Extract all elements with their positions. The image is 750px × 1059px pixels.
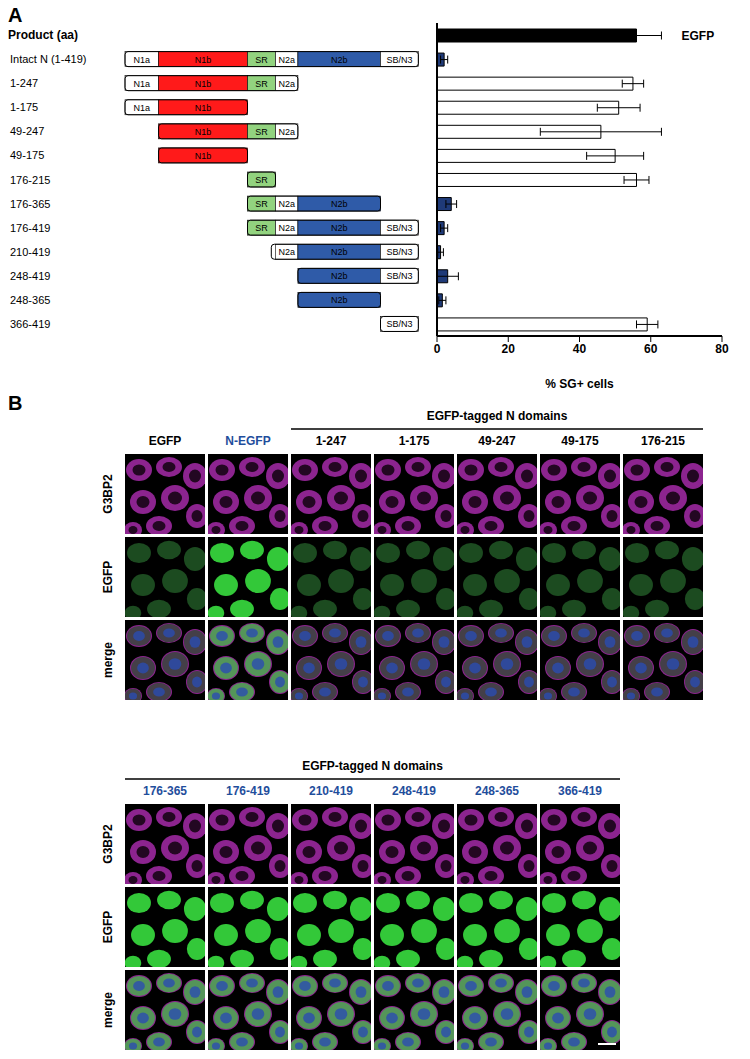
svg-text:Intact N (1-419): Intact N (1-419) xyxy=(10,53,86,65)
svg-text:176-215: 176-215 xyxy=(10,174,50,186)
svg-text:N2a: N2a xyxy=(278,127,295,137)
svg-text:N2b: N2b xyxy=(331,223,348,233)
svg-text:N2b: N2b xyxy=(331,271,348,281)
svg-text:SR: SR xyxy=(255,79,268,89)
svg-text:1-247: 1-247 xyxy=(316,434,347,448)
svg-text:SB/N3: SB/N3 xyxy=(386,55,412,65)
svg-text:SB/N3: SB/N3 xyxy=(386,223,412,233)
svg-text:N2a: N2a xyxy=(278,199,295,209)
svg-text:SR: SR xyxy=(255,199,268,209)
svg-text:EGFP: EGFP xyxy=(682,29,715,43)
svg-text:G3BP2: G3BP2 xyxy=(101,824,115,864)
svg-text:N2a: N2a xyxy=(278,223,295,233)
html-text:A: A xyxy=(8,4,23,26)
svg-text:N1b: N1b xyxy=(195,55,212,65)
svg-text:N2b: N2b xyxy=(331,55,348,65)
svg-text:80: 80 xyxy=(715,342,729,356)
svg-text:40: 40 xyxy=(573,342,587,356)
html-text:Product (aa): Product (aa) xyxy=(8,28,78,42)
svg-text:1-175: 1-175 xyxy=(10,101,38,113)
svg-text:176-215: 176-215 xyxy=(641,434,685,448)
svg-text:49-247: 49-247 xyxy=(10,125,44,137)
svg-text:B: B xyxy=(8,392,22,414)
svg-text:366-419: 366-419 xyxy=(10,318,50,330)
svg-text:SB/N3: SB/N3 xyxy=(386,247,412,257)
svg-text:% SG+ cells: % SG+ cells xyxy=(545,377,614,391)
svg-text:merge: merge xyxy=(101,642,115,678)
svg-text:N2a: N2a xyxy=(278,79,295,89)
svg-text:366-419: 366-419 xyxy=(558,784,602,798)
svg-text:N1b: N1b xyxy=(195,103,212,113)
svg-text:49-247: 49-247 xyxy=(478,434,516,448)
svg-text:EGFP: EGFP xyxy=(149,434,182,448)
svg-text:248-365: 248-365 xyxy=(10,294,50,306)
svg-text:N2a: N2a xyxy=(278,247,295,257)
svg-text:N1a: N1a xyxy=(134,103,151,113)
svg-text:EGFP: EGFP xyxy=(101,561,115,594)
svg-text:60: 60 xyxy=(644,342,658,356)
svg-text:N2b: N2b xyxy=(331,247,348,257)
svg-text:N1b: N1b xyxy=(195,151,212,161)
svg-text:210-419: 210-419 xyxy=(10,246,50,258)
svg-text:248-419: 248-419 xyxy=(392,784,436,798)
svg-text:N-EGFP: N-EGFP xyxy=(225,434,270,448)
svg-text:248-365: 248-365 xyxy=(475,784,519,798)
svg-text:N1b: N1b xyxy=(195,79,212,89)
svg-text:N1b: N1b xyxy=(195,127,212,137)
svg-text:20: 20 xyxy=(502,342,516,356)
svg-text:SR: SR xyxy=(255,175,268,185)
svg-text:N2b: N2b xyxy=(331,199,348,209)
svg-text:248-419: 248-419 xyxy=(10,270,50,282)
svg-text:N1a: N1a xyxy=(134,79,151,89)
svg-text:EGFP: EGFP xyxy=(101,911,115,944)
svg-text:EGFP-tagged N domains: EGFP-tagged N domains xyxy=(302,759,443,773)
svg-text:0: 0 xyxy=(434,342,441,356)
svg-text:49-175: 49-175 xyxy=(10,149,44,161)
svg-text:1-175: 1-175 xyxy=(399,434,430,448)
svg-text:EGFP-tagged N domains: EGFP-tagged N domains xyxy=(427,409,568,423)
svg-text:176-419: 176-419 xyxy=(10,222,50,234)
svg-text:SB/N3: SB/N3 xyxy=(386,271,412,281)
svg-text:SB/N3: SB/N3 xyxy=(386,319,412,329)
svg-text:1-247: 1-247 xyxy=(10,77,38,89)
svg-text:N1a: N1a xyxy=(134,55,151,65)
svg-text:merge: merge xyxy=(101,992,115,1028)
svg-text:176-419: 176-419 xyxy=(226,784,270,798)
svg-text:49-175: 49-175 xyxy=(561,434,599,448)
svg-text:N2a: N2a xyxy=(278,55,295,65)
svg-text:G3BP2: G3BP2 xyxy=(101,474,115,514)
svg-text:176-365: 176-365 xyxy=(143,784,187,798)
svg-text:SR: SR xyxy=(255,55,268,65)
svg-text:SR: SR xyxy=(255,223,268,233)
svg-text:210-419: 210-419 xyxy=(309,784,353,798)
svg-text:SR: SR xyxy=(255,127,268,137)
svg-text:176-365: 176-365 xyxy=(10,198,50,210)
svg-text:N2b: N2b xyxy=(331,295,348,305)
